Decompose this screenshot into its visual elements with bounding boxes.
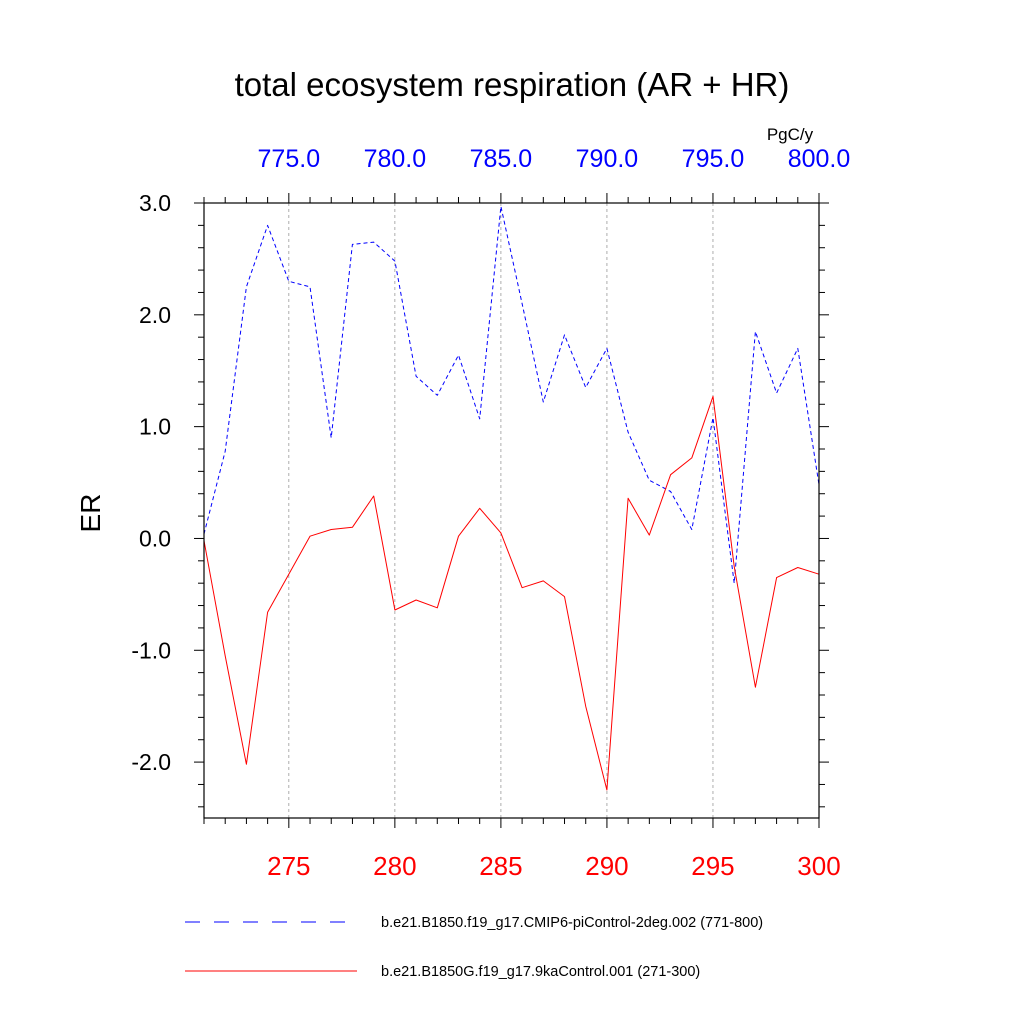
series-line-red [203, 395, 820, 791]
x-top-tick-label: 795.0 [682, 145, 745, 173]
legend: b.e21.B1850.f19_g17.CMIP6-piControl-2deg… [185, 915, 763, 980]
x-bottom-tick-label: 280 [373, 851, 416, 881]
legend-label-red: b.e21.B1850G.f19_g17.9kaControl.001 (271… [381, 964, 700, 980]
series-layer [203, 205, 820, 791]
x-top-tick-label: 800.0 [788, 145, 851, 173]
plot-frame [203, 202, 820, 819]
chart-title: total ecosystem respiration (AR + HR) [235, 66, 790, 103]
y-tick-label: 2.0 [139, 302, 171, 328]
y-axis-label: ER [75, 494, 106, 533]
x-bottom-tick-label: 275 [267, 851, 310, 881]
x-bottom-tick-label: 295 [691, 851, 734, 881]
y-tick-label: -2.0 [131, 749, 171, 775]
units-label: PgC/y [767, 125, 814, 144]
x-bottom-tick-label: 285 [479, 851, 522, 881]
y-tick-label: 3.0 [139, 190, 171, 216]
x-bottom-tick-label: 290 [585, 851, 628, 881]
x-bottom-tick-label: 300 [797, 851, 840, 881]
y-tick-label: -1.0 [131, 637, 171, 663]
y-tick-label: 1.0 [139, 414, 171, 440]
x-top-tick-label: 790.0 [576, 145, 639, 173]
x-top-tick-label: 775.0 [258, 145, 321, 173]
x-top-tick-label: 780.0 [364, 145, 427, 173]
x-top-tick-label: 785.0 [470, 145, 533, 173]
axes-layer: 275 280 285 290 295 300 775.0 780.0 785.0 790.0 79… [131, 145, 850, 881]
grid-lines [288, 203, 714, 818]
series-line-blue [203, 205, 820, 584]
y-tick-label: 0.0 [139, 525, 171, 551]
legend-label-blue: b.e21.B1850.f19_g17.CMIP6-piControl-2deg… [381, 915, 763, 931]
